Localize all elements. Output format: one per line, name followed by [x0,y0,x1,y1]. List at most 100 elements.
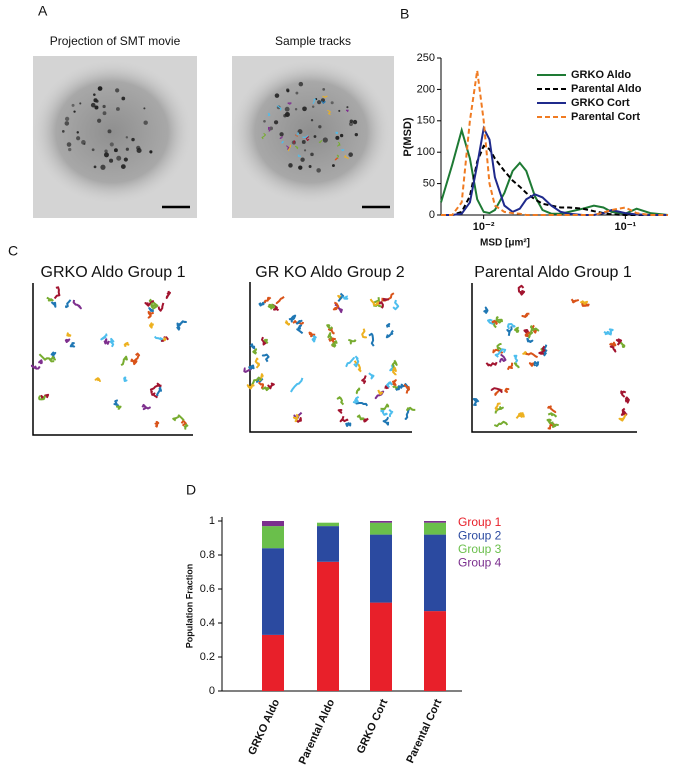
track [472,398,480,406]
y-tick-label: 0 [209,685,215,697]
track [525,352,539,359]
track [302,135,309,139]
track [506,362,514,371]
track [404,408,411,420]
track [293,140,296,144]
track [392,367,397,376]
track [492,348,504,354]
track [526,337,534,343]
spot [308,165,312,168]
panel-label: D [186,482,196,498]
spot [284,111,290,117]
track [494,348,507,358]
x-tick-label: GRKO Aldo [246,697,282,757]
spot [294,107,298,111]
track [342,295,349,300]
track [295,319,303,325]
track [294,145,299,150]
track [327,109,331,116]
track [257,381,264,390]
spot [109,158,114,163]
track-axes [32,283,193,436]
spot [71,103,75,107]
track [268,126,271,132]
spot [331,164,335,168]
spot [143,107,146,110]
bar-segment [262,526,284,549]
track [620,410,628,416]
track [311,334,317,343]
spot [310,118,314,122]
track [337,409,343,414]
track [38,353,55,363]
track [345,109,349,113]
track [603,330,611,336]
track [618,413,627,422]
track [368,372,375,380]
spot [97,86,103,91]
track [103,338,111,345]
spot [103,152,109,158]
spot [311,105,315,108]
track [153,335,164,342]
track [156,382,162,388]
legend-label: Parental Aldo [571,83,642,95]
spot [102,111,107,116]
track [249,343,256,350]
spot [76,136,81,141]
track [336,395,345,406]
track [369,298,380,307]
track [287,102,292,105]
track [496,318,503,324]
track [172,414,185,422]
spot [316,168,321,173]
track [609,344,617,353]
bar-segment [317,526,339,562]
track [144,300,154,307]
track [491,319,498,326]
spot [303,149,307,152]
spot [109,142,114,147]
track [276,105,282,111]
spot [107,129,112,134]
track [521,312,530,318]
track-axes [471,283,637,433]
track [581,303,590,307]
track [361,375,367,385]
track [485,361,498,367]
track [305,136,310,141]
spot [94,105,99,110]
track [72,299,82,310]
track [109,337,115,348]
track [395,384,404,392]
image-title: Projection of SMT movie [50,34,181,48]
track [281,140,284,144]
legend-label: Group 1 [458,515,502,529]
track [165,290,171,299]
bar-segment [370,602,392,691]
track [490,387,503,394]
spot [83,142,86,146]
track [154,420,160,428]
track [176,322,182,331]
legend-label: GRKO Aldo [571,69,631,81]
y-tick-label: 200 [417,83,435,95]
spot [121,96,126,101]
spot [104,149,108,153]
spot [100,164,106,170]
track [355,387,361,395]
track [352,395,360,404]
legend-label: Group 2 [458,529,502,543]
track [150,392,159,399]
track [494,406,504,414]
track [382,416,390,426]
track [513,362,520,369]
track-title: Parental Aldo Group 1 [474,264,632,281]
track [494,402,501,411]
track [334,157,339,161]
track [527,328,535,339]
track [514,326,520,333]
spot [149,150,153,154]
spot [286,88,290,92]
legend-label: Group 4 [458,556,502,570]
